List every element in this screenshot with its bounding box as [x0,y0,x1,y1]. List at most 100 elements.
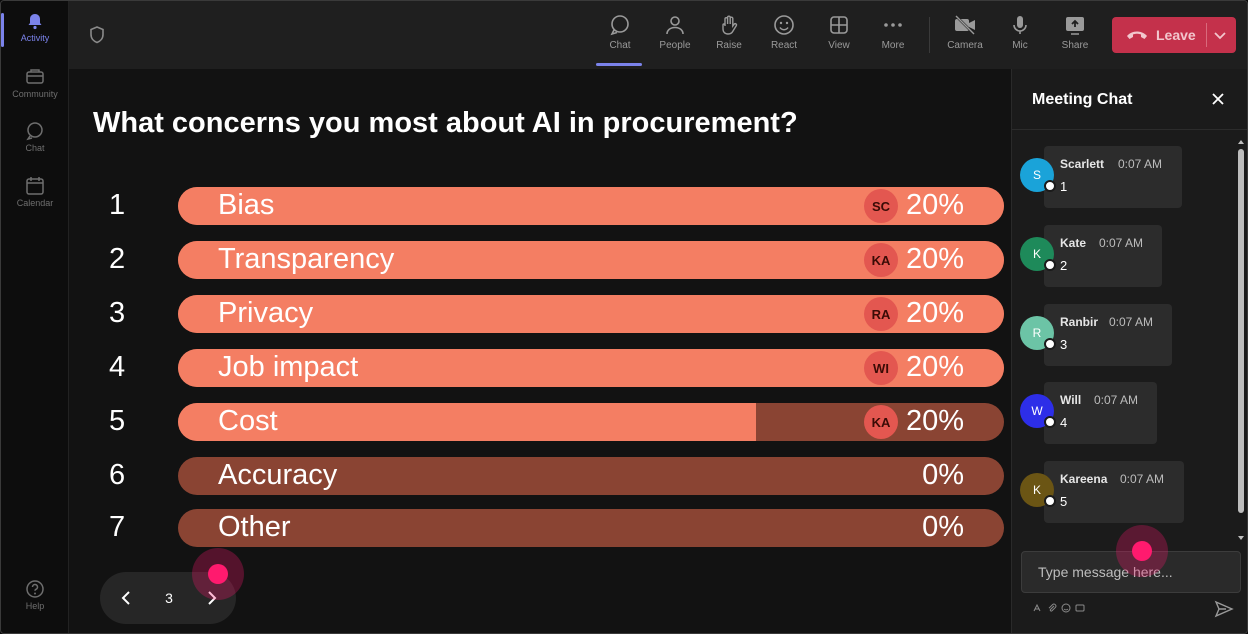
message-text: 1 [1060,179,1068,194]
attach-icon[interactable] [1047,603,1057,613]
close-icon[interactable] [1210,91,1226,107]
toolbar-label: People [659,40,691,51]
option-label: Bias [218,189,275,221]
option-label: Privacy [218,297,314,329]
grid-icon [827,13,851,37]
cursor-highlight [192,548,244,600]
option-bar: Accuracy 0% [178,457,1004,495]
toolbar-divider [929,17,930,53]
poll-option-row: 5 Cost KA 20% [69,403,1011,441]
chat-message: Will 0:07 AM 4 W [1020,382,1230,446]
presence-status-icon [1044,338,1056,350]
option-percent: 20% [905,405,964,437]
raise-hand-button[interactable]: Raise [705,13,753,51]
mic-button[interactable]: Mic [996,13,1044,51]
toolbar-label: React [770,40,798,51]
message-text: 2 [1060,258,1068,273]
toolbar-label: Raise [716,40,742,51]
presence-status-icon [1044,180,1056,192]
option-bar: Transparency KA 20% [178,241,1004,279]
message-bubble: Kate 0:07 AM 2 [1044,225,1162,287]
send-icon[interactable] [1214,599,1234,619]
toolbar-label: More [881,40,905,51]
sender-name: Scarlett [1060,157,1105,171]
presence-status-icon [1044,259,1056,271]
message-time: 0:07 AM [1099,236,1144,250]
rail-item-community[interactable]: Community [5,67,65,99]
scroll-down-icon[interactable] [1237,529,1245,540]
rail-item-calendar[interactable]: Calendar [5,176,65,208]
message-bubble: Will 0:07 AM 4 [1044,382,1157,444]
camera-button[interactable]: Camera [941,13,989,51]
toolbar-label: Mic [1012,40,1028,51]
message-text: 3 [1060,337,1068,352]
rail-item-activity[interactable]: Activity [1,11,65,47]
rail-item-label: Calendar [16,198,54,208]
format-icon[interactable] [1032,603,1042,613]
share-button[interactable]: Share [1051,13,1099,51]
more-button[interactable]: More [869,13,917,51]
help-icon [25,579,45,599]
shield-icon[interactable] [87,25,107,45]
option-bar: Cost KA 20% [178,403,1004,441]
chat-scrollbar[interactable] [1238,149,1244,513]
option-label: Transparency [218,243,395,275]
community-icon [25,67,45,87]
chat-message-input[interactable] [1021,551,1241,593]
leave-divider [1206,23,1207,47]
sender-name: Kareena [1060,472,1108,486]
poll-option-row: 2 Transparency KA 20% [69,241,1011,279]
chevron-down-icon[interactable] [1212,27,1228,43]
option-number: 3 [109,297,126,329]
scroll-up-icon[interactable] [1237,133,1245,144]
rail-item-label: Community [12,89,58,99]
option-bar: Privacy RA 20% [178,295,1004,333]
avatar[interactable]: W [1020,394,1054,428]
chat-message: Scarlett 0:07 AM 1 S [1020,146,1230,210]
leave-button[interactable]: Leave [1112,17,1236,53]
tab-chat[interactable]: Chat [596,13,644,66]
chevron-right-icon[interactable] [201,588,221,608]
people-button[interactable]: People [651,13,699,51]
page-number: 3 [165,590,173,606]
smiley-icon [772,13,796,37]
message-bubble: Ranbir 0:07 AM 3 [1044,304,1172,366]
rail-item-label: Activity [20,33,50,43]
option-label: Cost [218,405,278,437]
rail-item-chat[interactable]: Chat [5,121,65,153]
react-button[interactable]: React [760,13,808,51]
option-bar: Bias SC 20% [178,187,1004,225]
voter-avatar: KA [864,243,898,277]
emoji-icon[interactable] [1061,603,1071,613]
gif-icon[interactable] [1075,603,1085,613]
meeting-chat-panel: Meeting Chat Scarlett 0:07 AM 1 S Kate 0:07 A… [1011,69,1247,633]
message-time: 0:07 AM [1120,472,1165,486]
toolbar-label: Camera [947,40,983,51]
calendar-icon [25,176,45,196]
rail-item-label: Help [25,601,45,611]
message-text: 5 [1060,494,1068,509]
voter-avatar: SC [864,189,898,223]
chat-bubble-icon [608,13,632,37]
toolbar-label: Chat [609,40,631,51]
voter-avatar: KA [864,405,898,439]
message-time: 0:07 AM [1094,393,1139,407]
view-button[interactable]: View [815,13,863,51]
option-percent: 20% [905,297,964,329]
meeting-toolbar: Chat People Raise React View [69,1,1247,69]
toolbar-label: Share [1061,40,1089,51]
message-bubble: Scarlett 0:07 AM 1 [1044,146,1182,208]
option-label: Other [218,511,291,543]
chat-divider [1012,129,1247,130]
poll-stage: What concerns you most about AI in procu… [69,69,1011,633]
voter-avatar: WI [864,351,898,385]
hand-icon [717,13,741,37]
message-bubble: Kareena 0:07 AM 5 [1044,461,1184,523]
chevron-left-icon[interactable] [117,588,137,608]
rail-item-label: Chat [25,143,45,153]
rail-item-help[interactable]: Help [5,579,65,611]
poll-option-row: 1 Bias SC 20% [69,187,1011,225]
chat-message: Kareena 0:07 AM 5 K [1020,461,1230,525]
toolbar-label: View [828,40,850,51]
